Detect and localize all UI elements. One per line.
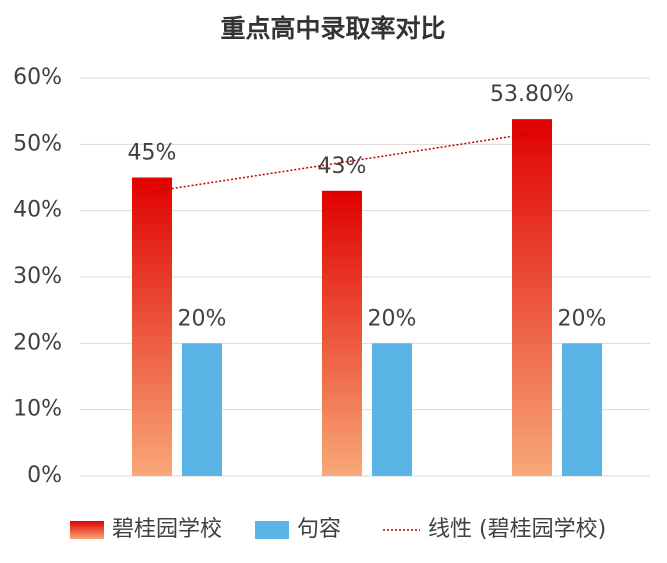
bar (182, 343, 222, 476)
y-tick-label: 50% (13, 131, 62, 156)
y-tick-label: 10% (13, 397, 62, 422)
y-tick-label: 30% (13, 264, 62, 289)
data-label: 20% (558, 306, 607, 331)
trendline (151, 132, 533, 193)
bar (512, 119, 552, 477)
legend-label: 线性 (碧桂园学校) (428, 517, 606, 542)
chart-title: 重点高中录取率对比 (220, 14, 445, 43)
bar (132, 177, 172, 476)
y-tick-label: 0% (27, 463, 62, 488)
legend-label: 句容 (297, 517, 341, 542)
legend-swatch (70, 521, 104, 539)
data-label: 20% (368, 306, 417, 331)
bar (372, 343, 412, 476)
data-label: 20% (178, 306, 227, 331)
data-label: 45% (128, 141, 177, 166)
legend-swatch (255, 521, 289, 539)
y-tick-label: 60% (13, 65, 62, 90)
legend-label: 碧桂园学校 (112, 517, 222, 542)
bar (562, 343, 602, 476)
bar (322, 190, 362, 476)
y-tick-label: 40% (13, 198, 62, 223)
y-tick-label: 20% (13, 330, 62, 355)
data-label: 43% (318, 154, 367, 179)
data-label: 53.80% (490, 82, 574, 107)
